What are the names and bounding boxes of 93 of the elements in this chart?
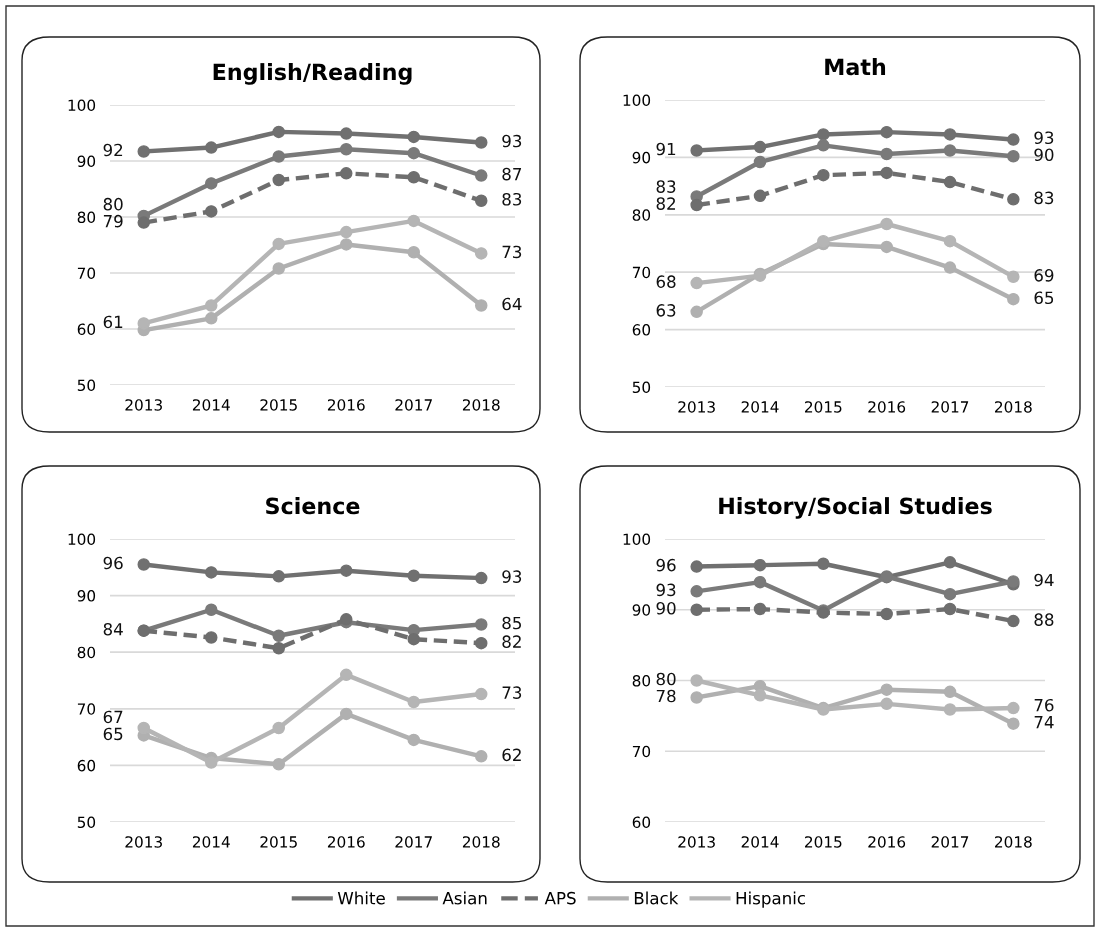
data-label: 83 [1034,191,1054,205]
data-label: 94 [1034,573,1054,587]
data-label: 91 [656,142,676,156]
data-label: 93 [502,134,522,148]
y-tick-label: 100 [68,99,96,112]
data-label: 67 [103,710,123,724]
x-tick-label: 2018 [995,401,1032,413]
y-tick-label: 80 [77,211,96,224]
chart-title: History/Social Studies [719,497,992,519]
x-tick-label: 2016 [327,836,365,848]
x-tick-label: 2014 [741,401,779,413]
y-tick-label: 60 [77,323,96,336]
y-tick-label: 80 [77,646,96,659]
y-tick-label: 70 [632,266,651,279]
data-label: 82 [502,635,521,648]
data-label: 85 [502,616,521,630]
x-tick-label: 2014 [741,836,779,848]
x-tick-label: 2013 [678,836,715,848]
data-label: 93 [656,583,676,597]
data-label: 93 [1034,131,1054,145]
x-tick-label: 2013 [125,399,162,411]
x-tick-label: 2016 [868,836,906,848]
x-tick-label: 2018 [995,836,1032,848]
data-label: 63 [656,304,676,317]
data-label: 84 [103,622,123,636]
y-tick-label: 60 [77,759,96,772]
x-tick-label: 2017 [931,401,969,413]
data-label: 62 [502,748,521,762]
x-tick-label: 2015 [260,836,297,848]
data-label: 87 [502,167,522,181]
y-tick-label: 100 [623,533,651,546]
y-tick-label: 80 [632,674,651,687]
y-tick-label: 70 [77,267,96,280]
legend-label: Black [634,891,679,905]
data-label: 90 [656,601,676,615]
data-label: 69 [1034,269,1054,282]
data-label: 61 [103,315,123,329]
x-tick-label: 2018 [462,836,500,848]
legend-label: Hispanic [736,891,805,908]
data-label: 65 [103,727,123,741]
x-tick-label: 2016 [327,399,365,411]
data-label: 96 [656,558,676,572]
data-label: 90 [1034,148,1054,162]
legend-label: Asian [442,891,487,905]
y-tick-label: 60 [632,816,651,829]
x-tick-label: 2014 [192,836,230,848]
legend-label: White [337,891,385,905]
y-tick-label: 90 [632,604,651,616]
data-label: 83 [656,180,676,193]
data-label: 80 [656,672,676,686]
data-label: 73 [502,686,522,699]
data-label: 65 [1034,291,1054,305]
data-label: 88 [1034,613,1054,626]
chart-title: English/Reading [213,63,412,85]
x-tick-label: 2017 [395,399,432,411]
data-label: 82 [656,197,675,210]
data-label: 74 [1034,716,1054,729]
x-tick-label: 2018 [462,399,500,411]
data-label: 92 [103,143,123,157]
x-tick-label: 2015 [805,401,842,413]
x-tick-label: 2014 [192,399,230,411]
x-tick-label: 2015 [805,836,842,848]
x-tick-label: 2016 [868,401,906,413]
x-tick-label: 2015 [260,399,297,411]
x-tick-label: 2017 [395,836,432,848]
data-label: 78 [656,689,676,703]
data-label: 83 [502,192,522,206]
y-tick-label: 70 [77,703,96,715]
y-tick-label: 70 [632,745,651,758]
y-tick-label: 100 [68,533,96,546]
chart-title: Math [825,58,886,76]
y-tick-label: 50 [77,379,96,392]
data-label: 80 [103,197,123,211]
y-tick-label: 50 [632,381,651,394]
legend-label: APS [544,891,576,905]
x-tick-label: 2013 [678,401,715,413]
data-label: 73 [502,245,522,259]
data-label: 79 [103,214,123,228]
data-label: 76 [1034,698,1054,712]
y-tick-label: 80 [632,209,651,221]
y-tick-label: 100 [623,94,651,107]
x-tick-label: 2017 [931,836,969,848]
data-label: 96 [103,556,123,570]
y-tick-label: 90 [77,155,96,168]
data-label: 68 [656,275,676,288]
y-tick-label: 90 [77,590,96,602]
y-tick-label: 60 [632,324,651,336]
x-tick-label: 2013 [125,836,162,848]
y-tick-label: 50 [77,816,96,829]
data-label: 93 [502,570,522,583]
data-label: 64 [502,297,522,311]
chart-title: Science [266,497,360,515]
y-tick-label: 90 [632,151,651,164]
